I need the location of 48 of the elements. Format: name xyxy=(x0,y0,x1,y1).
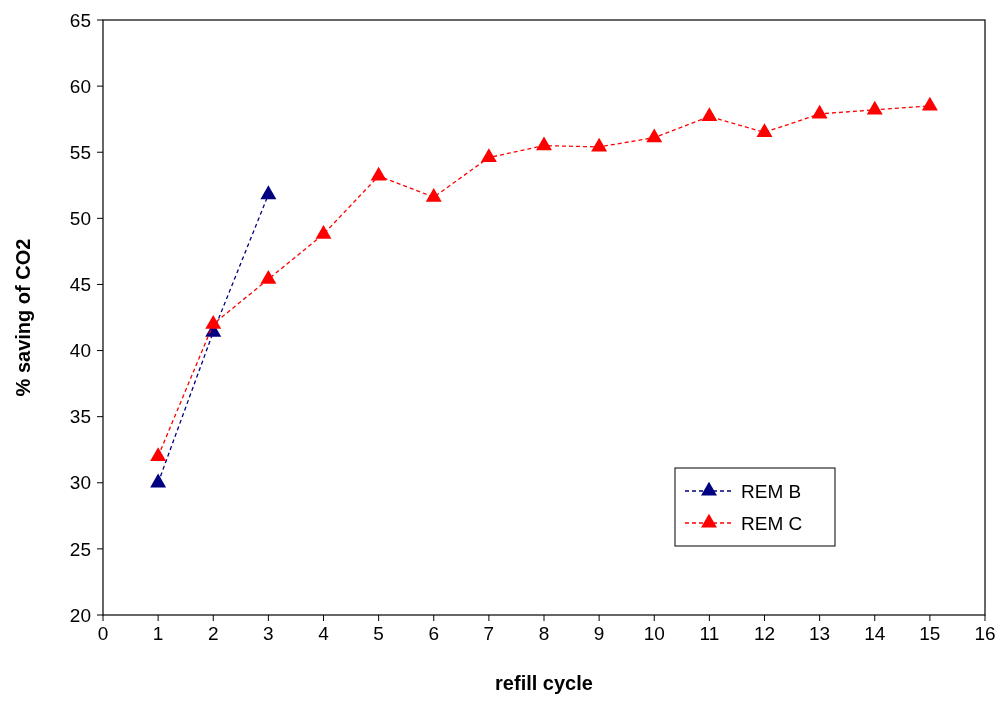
x-tick-label: 1 xyxy=(152,623,164,644)
x-tick-label: 6 xyxy=(428,623,440,644)
y-tick-label: 60 xyxy=(69,75,91,97)
point xyxy=(205,314,222,329)
point xyxy=(150,473,167,488)
point xyxy=(701,107,718,122)
point xyxy=(921,96,938,111)
legend-label: REM B xyxy=(741,480,802,502)
x-tick-label: 16 xyxy=(974,623,996,644)
y-axis-title: % saving of CO2 xyxy=(12,238,34,397)
x-tick-label: 13 xyxy=(809,623,831,644)
y-tick-label: 40 xyxy=(69,340,91,362)
point xyxy=(866,100,883,115)
y-tick-label: 20 xyxy=(69,604,91,626)
y-tick-label: 30 xyxy=(69,472,91,494)
point xyxy=(260,269,277,284)
x-tick-label: 14 xyxy=(864,623,886,644)
y-tick-label: 45 xyxy=(69,274,91,296)
point xyxy=(536,136,552,151)
point xyxy=(425,187,442,202)
y-tick-label: 65 xyxy=(69,9,91,31)
point xyxy=(480,148,497,163)
y-tick-label: 35 xyxy=(69,406,91,428)
x-tick-label: 8 xyxy=(538,623,550,644)
point xyxy=(260,185,277,200)
x-tick-label: 0 xyxy=(97,623,109,644)
x-tick-label: 3 xyxy=(263,623,274,644)
y-tick-label: 25 xyxy=(69,538,91,560)
x-tick-label: 9 xyxy=(593,623,605,644)
x-tick-label: 7 xyxy=(483,623,495,644)
x-tick-label: 5 xyxy=(373,623,384,644)
point xyxy=(646,128,663,143)
y-tick-label: 55 xyxy=(69,141,91,163)
x-tick-label: 2 xyxy=(207,623,219,644)
x-axis-title: refill cycle xyxy=(495,672,593,694)
x-tick-label: 11 xyxy=(699,623,720,644)
point xyxy=(591,137,608,152)
x-tick-label: 10 xyxy=(643,623,665,644)
x-tick-label: 15 xyxy=(919,623,941,644)
point xyxy=(370,166,387,181)
point xyxy=(756,123,773,137)
x-tick-label: 12 xyxy=(753,623,776,644)
y-tick-label: 50 xyxy=(69,207,91,229)
legend-label: REM C xyxy=(741,512,803,534)
x-tick-label: 4 xyxy=(318,623,330,644)
point xyxy=(811,104,828,119)
point xyxy=(150,447,167,461)
point xyxy=(315,225,332,239)
